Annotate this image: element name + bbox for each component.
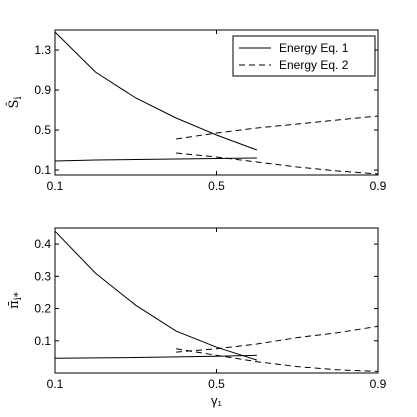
series-line-eq2 bbox=[176, 348, 379, 372]
x-tick-label: 0.5 bbox=[208, 179, 225, 193]
data-point bbox=[296, 366, 298, 368]
x-tick-label: 0.1 bbox=[47, 179, 64, 193]
series-line-eq1 bbox=[54, 31, 258, 151]
y-tick-label: 0.1 bbox=[34, 163, 51, 177]
data-point bbox=[377, 173, 379, 175]
y-axis-label: π̄i* bbox=[7, 292, 24, 309]
series-line-eq1 bbox=[54, 354, 257, 359]
data-point bbox=[377, 371, 379, 373]
y-tick-label: 1.3 bbox=[34, 43, 51, 57]
data-point bbox=[95, 272, 97, 274]
series-line-eq2 bbox=[176, 115, 379, 140]
plot-area-2 bbox=[54, 227, 379, 374]
data-point bbox=[337, 332, 339, 334]
series-line-eq2 bbox=[176, 325, 379, 353]
data-point bbox=[337, 170, 339, 172]
data-point bbox=[54, 160, 56, 162]
data-point bbox=[95, 71, 97, 73]
legend-box bbox=[232, 35, 376, 77]
data-point bbox=[135, 357, 137, 359]
legend-label: Energy Eq. 2 bbox=[279, 58, 349, 72]
data-point bbox=[256, 359, 258, 361]
data-point bbox=[54, 230, 56, 232]
data-point bbox=[337, 369, 339, 371]
y-tick-label: 0.2 bbox=[34, 302, 51, 316]
data-point bbox=[175, 138, 177, 140]
data-point bbox=[256, 354, 258, 356]
data-point bbox=[135, 305, 137, 307]
legend-label: Energy Eq. 1 bbox=[279, 41, 349, 55]
data-point bbox=[216, 354, 218, 356]
series-line-eq2 bbox=[176, 152, 379, 175]
data-point bbox=[54, 31, 56, 33]
data-point bbox=[256, 343, 258, 345]
data-point bbox=[377, 115, 379, 117]
data-point bbox=[296, 337, 298, 339]
x-tick-label: 0.9 bbox=[370, 179, 387, 193]
y-tick-label: 0.5 bbox=[34, 123, 51, 137]
y-tick-label: 0.3 bbox=[34, 269, 51, 283]
y-tick-label: 0.1 bbox=[34, 334, 51, 348]
series-line-eq1 bbox=[54, 157, 257, 162]
data-point bbox=[216, 156, 218, 158]
data-point bbox=[256, 149, 258, 151]
x-tick-label: 0.1 bbox=[47, 377, 64, 391]
data-point bbox=[216, 132, 218, 134]
x-tick-label: 0.5 bbox=[208, 377, 225, 391]
y-tick-label: 0.4 bbox=[34, 237, 51, 251]
data-point bbox=[216, 134, 218, 136]
data-point bbox=[216, 346, 218, 348]
y-axis-label: Ŝi bbox=[5, 96, 24, 108]
data-point bbox=[216, 158, 218, 160]
data-point bbox=[175, 356, 177, 358]
data-point bbox=[377, 325, 379, 327]
data-point bbox=[256, 127, 258, 129]
data-point bbox=[296, 123, 298, 125]
series-line-eq1 bbox=[54, 230, 258, 361]
data-point bbox=[54, 357, 56, 359]
data-point bbox=[95, 357, 97, 359]
data-point bbox=[216, 348, 218, 350]
data-point bbox=[175, 348, 177, 350]
x-tick-label: 0.9 bbox=[370, 377, 387, 391]
data-point bbox=[175, 158, 177, 160]
data-point bbox=[175, 152, 177, 154]
data-point bbox=[337, 119, 339, 121]
data-point bbox=[135, 159, 137, 161]
data-point bbox=[296, 166, 298, 168]
y-tick-label: 0.9 bbox=[34, 83, 51, 97]
data-point bbox=[175, 351, 177, 353]
data-point bbox=[175, 117, 177, 119]
x-axis-label: γ₁ bbox=[211, 393, 223, 408]
data-point bbox=[175, 330, 177, 332]
data-point bbox=[135, 97, 137, 99]
data-point bbox=[256, 161, 258, 163]
data-point bbox=[256, 361, 258, 363]
data-point bbox=[256, 157, 258, 159]
data-point bbox=[95, 159, 97, 161]
